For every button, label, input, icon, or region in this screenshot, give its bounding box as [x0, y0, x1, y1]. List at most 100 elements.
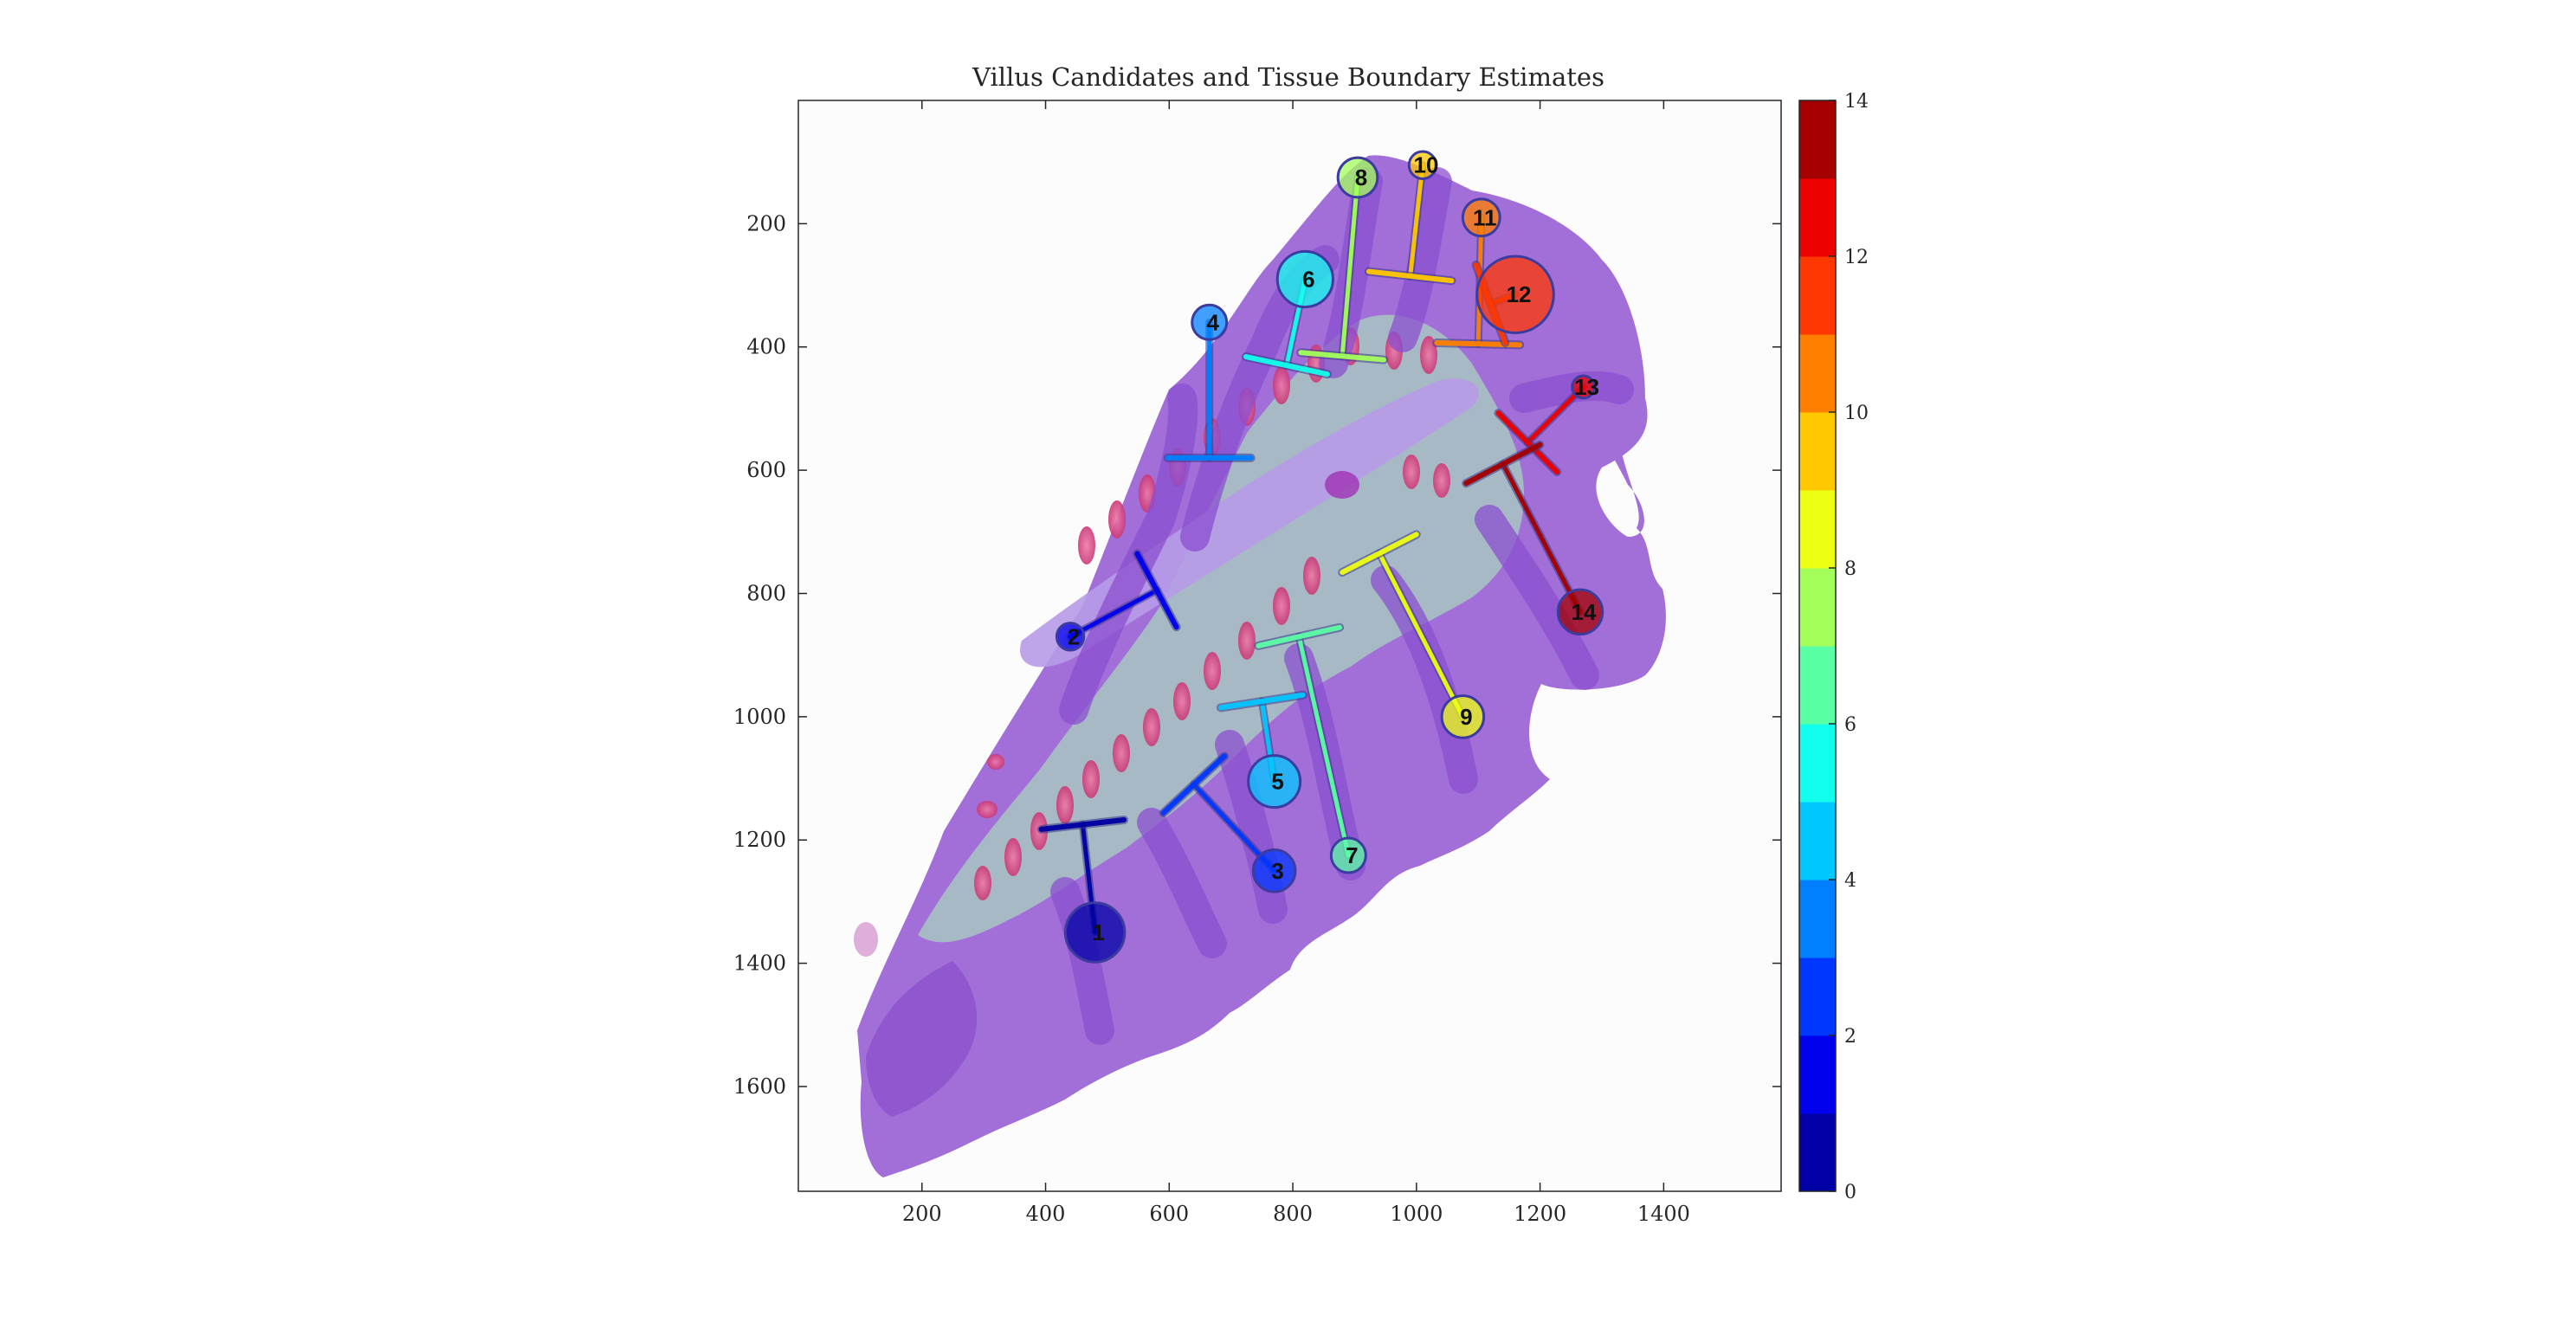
x-tick-label: 1400: [1637, 1202, 1690, 1226]
y-tick-label: 600: [746, 458, 786, 482]
crypt: [987, 754, 1004, 770]
tissue-boundary-estimate: [1038, 816, 1127, 832]
tissue-boundary-estimate: [1243, 354, 1330, 377]
colorbar-tick-label: 10: [1844, 403, 1869, 424]
chart-title: Villus Candidates and Tissue Boundary Es…: [972, 62, 1604, 92]
villus-candidate: 9: [1338, 530, 1486, 739]
tissue-boundary-estimate: [1134, 551, 1179, 630]
villus-candidate: 6: [1242, 249, 1334, 379]
colorbar-segment: [1799, 802, 1836, 880]
tissue-fragment: [854, 922, 878, 957]
tissue-image: [854, 155, 1666, 1177]
crypt: [1056, 786, 1074, 824]
crypt: [1238, 622, 1256, 660]
tissue-boundary-estimate: [1340, 532, 1419, 576]
villus-label: 13: [1574, 374, 1599, 400]
villus-tip-marker: [1247, 754, 1302, 809]
villus-tip-marker: [1571, 374, 1596, 400]
tissue-boundary-estimate: [1160, 753, 1227, 816]
colorbar-segment: [1799, 1035, 1836, 1114]
crypt: [977, 801, 997, 818]
x-tick-label: 400: [1026, 1202, 1066, 1226]
villus-finger: [1388, 167, 1452, 352]
villus-finger: [1475, 505, 1599, 690]
crypt: [1303, 557, 1320, 595]
villus-candidate: 3: [1159, 751, 1297, 893]
colorbar-segment: [1799, 958, 1836, 1036]
colorbar-segment: [1799, 412, 1836, 491]
y-tick-label: 400: [746, 335, 786, 359]
colorbar-tick-label: 8: [1844, 558, 1856, 580]
villus-label: 4: [1206, 309, 1219, 335]
villus-tip-marker: [1440, 694, 1486, 739]
villus-finger: [1137, 808, 1227, 958]
tissue-boundary-estimate: [1256, 624, 1343, 648]
tissue-stroma: [918, 314, 1524, 943]
villus-axis: [1296, 634, 1351, 858]
x-tick-label: 1200: [1514, 1202, 1566, 1226]
crypt: [974, 866, 991, 900]
colorbar-segment: [1799, 490, 1836, 569]
villus-label: 9: [1460, 704, 1472, 730]
villus-label: 7: [1346, 842, 1358, 868]
tissue-boundary-estimate: [1298, 350, 1386, 363]
tissue-boundary-estimate: [1365, 268, 1455, 284]
colorbar-segment: [1799, 724, 1836, 803]
crypt: [1204, 652, 1221, 690]
tissue-dark-blob: [1325, 471, 1359, 499]
crypt: [1420, 336, 1437, 374]
y-tick-label: 200: [746, 211, 786, 235]
villus-label: 8: [1355, 164, 1367, 190]
x-tick-label: 1000: [1390, 1202, 1443, 1226]
y-tick-label: 1200: [733, 828, 786, 852]
villus-label: 3: [1271, 858, 1283, 884]
villus-tip-marker: [1191, 303, 1229, 341]
colorbar-segment: [1799, 1113, 1836, 1192]
villus-candidate: 14: [1462, 440, 1604, 636]
crypt: [1273, 587, 1290, 625]
villus-label: 11: [1473, 204, 1497, 230]
villus-candidate: 2: [1055, 549, 1181, 652]
villus-tip-marker: [1251, 848, 1297, 893]
villus-label: 6: [1302, 266, 1314, 292]
x-tick-label: 600: [1149, 1202, 1189, 1226]
colorbar: 0 2 4 6 8 10 12 14: [1798, 91, 1869, 1203]
tissue-boundary-estimate: [1495, 410, 1560, 475]
villus-candidate: 8: [1296, 156, 1388, 364]
axis-ticks: 200 400 600 800 1000 1200 1400 200 400 600 800 1000…: [733, 100, 1781, 1226]
tissue-boundary-estimate: [1463, 442, 1543, 487]
villus-label: 1: [1092, 919, 1104, 945]
colorbar-tick-label: 6: [1844, 714, 1856, 736]
villus-candidate: 12: [1471, 255, 1555, 347]
tissue-boundary-estimate: [1217, 692, 1306, 711]
colorbar-segment: [1799, 334, 1836, 413]
crypt: [1143, 708, 1160, 746]
villus-tip-marker: [1461, 197, 1501, 238]
crypt: [1113, 734, 1130, 772]
villus-label: 10: [1414, 152, 1439, 178]
villus-axis: [1501, 461, 1583, 615]
crypt: [1173, 682, 1191, 720]
villus-candidate: 7: [1254, 622, 1367, 874]
villus-tip-marker: [1475, 255, 1555, 334]
villus-label: 14: [1572, 599, 1597, 625]
crypt: [1273, 366, 1290, 404]
x-tick-label: 200: [902, 1202, 942, 1226]
y-tick-label: 1600: [733, 1074, 786, 1099]
crypt: [1403, 455, 1420, 489]
villus-tip-marker: [1556, 588, 1604, 636]
y-tick-label: 1400: [733, 951, 786, 976]
colorbar-tick-label: 2: [1844, 1026, 1856, 1048]
colorbar-segment: [1799, 880, 1836, 958]
villus-axis: [1408, 163, 1425, 279]
villus-candidate: 1: [1036, 815, 1129, 964]
villus-tip-marker: [1275, 249, 1334, 309]
villus-label: 12: [1507, 281, 1532, 307]
villus-axis: [1068, 588, 1159, 639]
y-tick-label: 800: [746, 581, 786, 605]
colorbar-tick-label: 4: [1844, 870, 1856, 892]
villus-label: 5: [1271, 769, 1283, 795]
colorbar-frame: [1798, 100, 1837, 1192]
